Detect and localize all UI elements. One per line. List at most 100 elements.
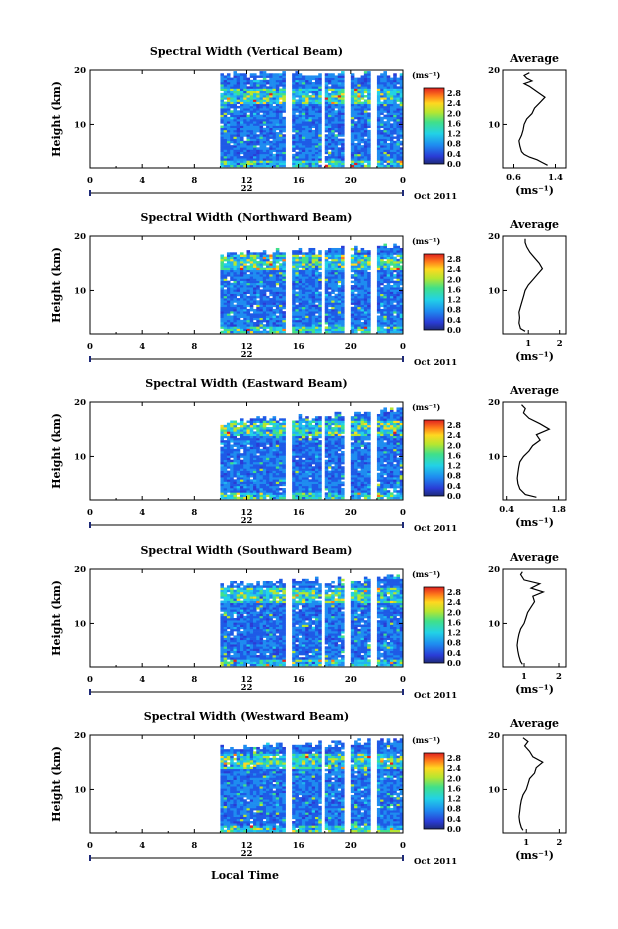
heatmap-cell	[230, 261, 234, 264]
heatmap-cell	[328, 75, 332, 78]
heatmap-cell	[334, 287, 339, 290]
heatmap-cell	[249, 160, 254, 163]
heatmap-cell	[220, 278, 224, 281]
heatmap-cell	[380, 95, 384, 98]
heatmap-cell	[367, 250, 371, 253]
heatmap-cell	[396, 300, 401, 303]
heatmap-cell	[308, 256, 313, 260]
heatmap-cell	[226, 455, 231, 458]
heatmap-cell	[334, 164, 339, 168]
heatmap-cell	[354, 324, 358, 327]
heatmap-cell	[305, 492, 309, 495]
heatmap-cell	[328, 250, 332, 253]
heatmap-cell	[331, 247, 335, 251]
heatmap-cell	[328, 125, 332, 129]
heatmap-cell	[380, 162, 384, 166]
heatmap-cell	[298, 464, 303, 467]
heatmap-cell	[292, 324, 296, 327]
heatmap-cell	[253, 488, 257, 491]
heatmap-cell	[305, 114, 309, 118]
heatmap-cell	[376, 121, 381, 124]
heatmap-cell	[256, 324, 260, 327]
heatmap-cell	[399, 92, 404, 96]
heatmap-cell	[337, 151, 342, 155]
heatmap-cell	[230, 488, 234, 491]
heatmap-cell	[282, 306, 286, 310]
heatmap-cell	[389, 252, 394, 255]
heatmap-cell	[279, 479, 283, 482]
heatmap-cell	[396, 261, 401, 264]
heatmap-cell	[275, 455, 280, 458]
heatmap-cell	[220, 73, 224, 76]
heatmap-cell	[324, 95, 329, 98]
heatmap-cell	[331, 258, 335, 262]
heatmap-cell	[269, 464, 273, 467]
heatmap-cell	[354, 105, 358, 109]
heatmap-cell	[331, 280, 335, 284]
heatmap-cell	[334, 134, 339, 137]
heatmap-cell	[301, 324, 306, 327]
heatmap-cell	[305, 151, 309, 155]
heatmap-cell	[269, 269, 273, 273]
heatmap-cell	[292, 437, 296, 441]
heatmap-cell	[269, 81, 273, 85]
heatmap-cell	[236, 123, 241, 126]
heatmap-cell	[311, 488, 316, 491]
heatmap-cell	[236, 149, 241, 152]
heatmap-cell	[272, 437, 277, 441]
heatmap-cell	[262, 317, 267, 321]
heatmap-cell	[363, 81, 368, 85]
heatmap-cell	[328, 88, 332, 91]
heatmap-cell	[256, 457, 260, 461]
heatmap-cell	[383, 245, 387, 249]
heatmap-cell	[272, 108, 277, 111]
heatmap-cell	[383, 101, 387, 105]
heatmap-cell	[363, 324, 368, 327]
heatmap-cell	[249, 444, 254, 447]
heatmap-cell	[337, 88, 342, 91]
heatmap-cell	[367, 252, 371, 255]
heatmap-cell	[279, 278, 283, 281]
heatmap-cell	[357, 250, 361, 253]
heatmap-cell	[318, 435, 322, 439]
heatmap-cell	[308, 433, 313, 437]
heatmap-cell	[226, 308, 231, 312]
heatmap-cell	[282, 261, 286, 264]
heatmap-cell	[220, 153, 224, 157]
heatmap-cell	[399, 254, 404, 257]
heatmap-cell	[380, 79, 384, 83]
heatmap-cell	[249, 494, 254, 498]
heatmap-cell	[298, 276, 303, 279]
heatmap-cell	[380, 116, 384, 120]
heatmap-cell	[230, 132, 234, 135]
heatmap-cell	[311, 99, 316, 102]
heatmap-cell	[249, 95, 254, 98]
heatmap-cell	[230, 86, 234, 89]
heatmap-cell	[246, 103, 251, 107]
heatmap-cell	[272, 282, 277, 286]
heatmap-cell	[350, 90, 355, 94]
heatmap-cell	[292, 433, 296, 437]
heatmap-cell	[292, 90, 296, 94]
heatmap-cell	[399, 324, 404, 327]
heatmap-cell	[301, 276, 306, 279]
heatmap-cell	[389, 162, 394, 166]
x-tick-label: 4	[139, 342, 145, 352]
heatmap-cell	[282, 269, 286, 273]
heatmap-cell	[350, 153, 355, 157]
heatmap-cell	[243, 464, 247, 467]
heatmap-cell	[301, 252, 306, 255]
heatmap-cell	[386, 247, 391, 251]
heatmap-cell	[243, 132, 247, 135]
heatmap-cell	[350, 95, 355, 98]
heatmap-cell	[376, 156, 381, 159]
heatmap-cell	[239, 308, 244, 312]
heatmap-cell	[262, 455, 267, 458]
heatmap-cell	[292, 265, 296, 268]
heatmap-cell	[331, 149, 335, 152]
heatmap-cell	[308, 90, 313, 94]
heatmap-cell	[239, 464, 244, 467]
heatmap-cell	[226, 330, 231, 334]
heatmap-cell	[331, 99, 335, 102]
x-tick-label: 8	[191, 176, 197, 186]
